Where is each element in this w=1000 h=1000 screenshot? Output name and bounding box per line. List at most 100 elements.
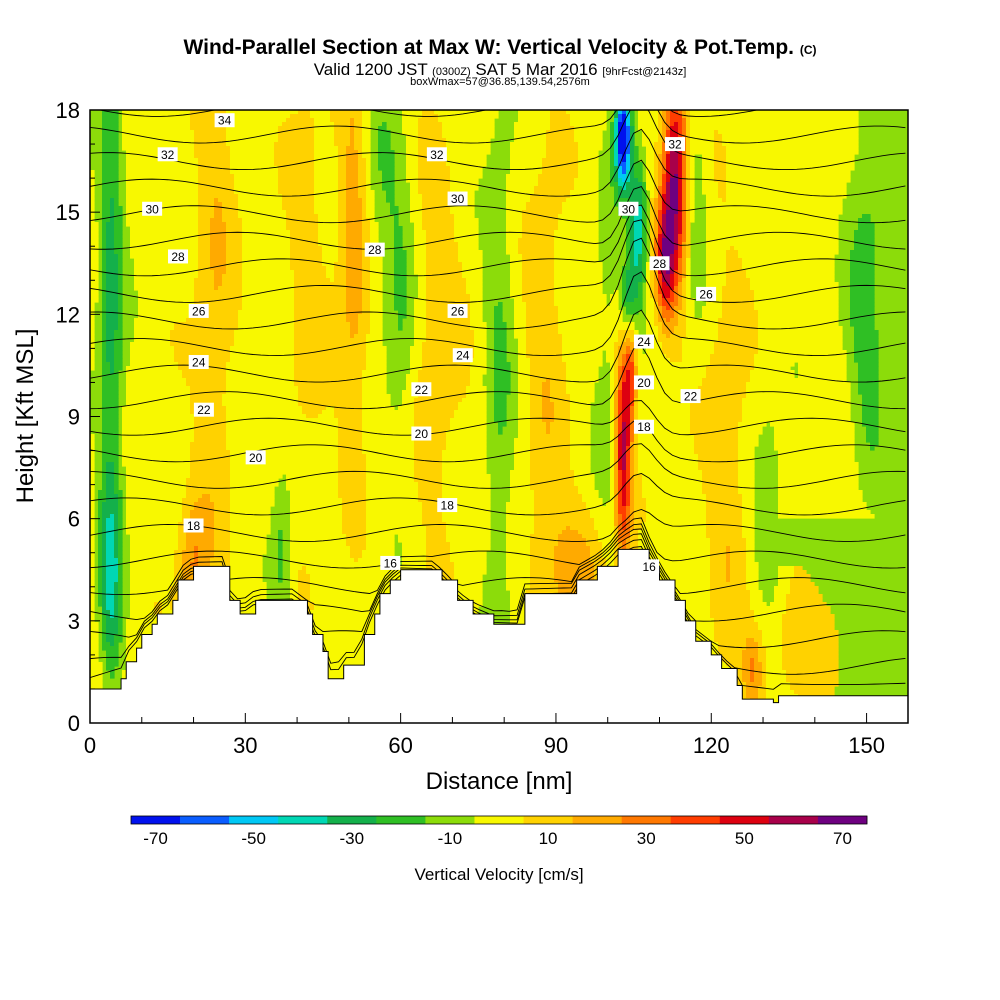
w-cell	[646, 270, 651, 275]
w-cell	[378, 134, 391, 139]
w-cell	[850, 270, 875, 275]
w-cell	[182, 558, 195, 563]
w-cell	[782, 626, 835, 631]
w-cell	[370, 266, 383, 271]
w-cell	[470, 294, 483, 299]
w-cell	[614, 550, 619, 555]
w-cell	[102, 342, 107, 347]
w-cell	[710, 574, 727, 579]
w-cell	[118, 626, 123, 631]
w-cell	[682, 186, 687, 191]
w-cell	[782, 666, 839, 671]
x-axis-label: Distance [nm]	[426, 768, 573, 795]
w-cell	[182, 566, 195, 571]
w-cell	[126, 202, 199, 207]
w-cell	[126, 514, 183, 519]
w-cell	[522, 262, 555, 267]
w-cell	[190, 442, 227, 447]
w-cell	[622, 466, 627, 471]
w-cell	[366, 182, 371, 187]
w-cell	[350, 546, 367, 551]
w-cell	[118, 510, 123, 515]
w-cell	[434, 110, 499, 115]
w-cell	[506, 186, 535, 191]
w-cell	[518, 346, 527, 351]
w-cell	[102, 282, 107, 287]
w-cell	[730, 546, 747, 551]
w-cell	[642, 522, 707, 527]
w-cell	[778, 570, 795, 575]
w-cell	[286, 118, 315, 123]
w-cell	[682, 122, 687, 127]
w-cell	[514, 302, 527, 307]
w-cell	[202, 494, 211, 499]
w-cell	[702, 314, 723, 319]
w-cell	[682, 174, 687, 179]
w-cell	[630, 426, 635, 431]
w-cell	[634, 226, 643, 231]
w-cell	[154, 602, 163, 607]
w-cell	[554, 562, 595, 567]
w-cell	[514, 138, 547, 143]
w-cell	[522, 282, 555, 287]
w-cell	[622, 114, 627, 119]
w-cell	[102, 402, 119, 407]
w-cell	[98, 522, 103, 527]
w-cell	[618, 442, 623, 447]
w-cell	[610, 294, 619, 299]
w-cell	[610, 394, 615, 399]
w-cell	[118, 602, 123, 607]
w-cell	[138, 298, 195, 303]
w-cell	[754, 678, 763, 683]
w-cell	[130, 602, 155, 607]
w-cell	[642, 210, 647, 215]
w-cell	[506, 510, 535, 515]
w-cell	[466, 278, 483, 283]
w-cell	[366, 158, 371, 163]
w-cell	[474, 334, 487, 339]
w-cell	[346, 278, 363, 283]
w-cell	[354, 138, 363, 143]
w-cell	[102, 246, 107, 251]
w-cell	[562, 530, 579, 535]
w-cell	[122, 414, 195, 419]
w-cell	[118, 586, 123, 591]
w-cell	[642, 474, 703, 479]
w-cell	[758, 646, 767, 651]
w-cell	[662, 218, 667, 223]
w-cell	[422, 510, 443, 515]
w-cell	[574, 182, 599, 187]
w-cell	[198, 206, 215, 211]
w-cell	[510, 594, 527, 599]
w-cell	[686, 158, 691, 163]
w-cell	[626, 258, 631, 263]
w-cell	[626, 146, 631, 151]
w-cell	[90, 254, 99, 259]
w-cell	[518, 394, 531, 399]
w-cell	[614, 538, 619, 543]
w-cell	[626, 230, 631, 235]
w-cell	[222, 606, 271, 611]
w-cell	[670, 290, 675, 295]
contour-label: 24	[637, 335, 651, 349]
w-cell	[358, 314, 371, 319]
w-cell	[630, 502, 635, 507]
w-cell	[710, 614, 755, 619]
contour-label: 26	[192, 304, 206, 318]
w-cell	[134, 282, 195, 287]
w-cell	[646, 182, 655, 187]
w-cell	[106, 282, 119, 287]
w-cell	[626, 462, 631, 467]
w-cell	[626, 238, 631, 243]
w-cell	[706, 218, 839, 223]
w-cell	[554, 298, 607, 303]
w-cell	[454, 578, 483, 583]
w-cell	[614, 442, 619, 447]
w-cell	[294, 274, 327, 279]
w-cell	[506, 198, 531, 203]
w-cell	[570, 194, 599, 199]
w-cell	[606, 562, 615, 567]
w-cell	[370, 314, 383, 319]
w-cell	[338, 242, 347, 247]
w-cell	[634, 438, 639, 443]
